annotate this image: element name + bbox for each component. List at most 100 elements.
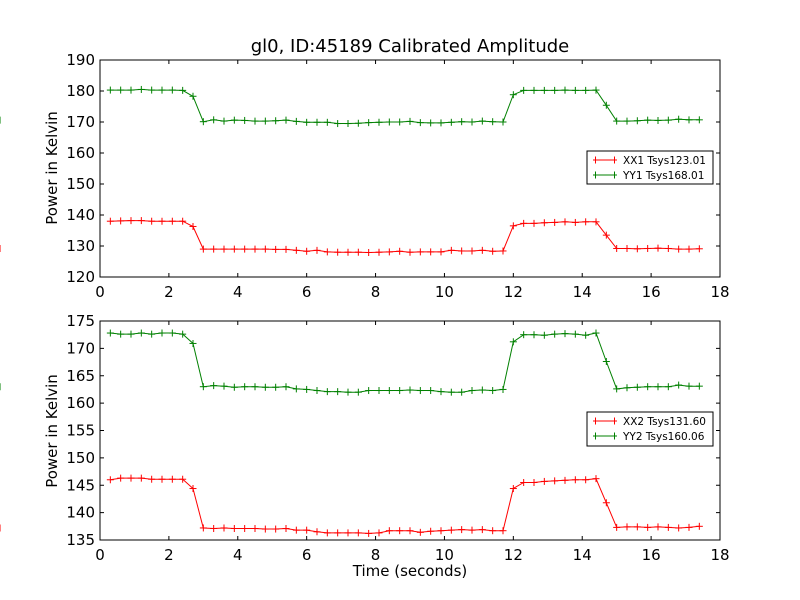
bottom-series-1-point: [292, 526, 300, 534]
bottom-series-1-point: [540, 477, 548, 485]
top-series-1-point: [551, 218, 559, 226]
bottom-series-2-point: [241, 383, 249, 391]
top-series-2-point: [427, 119, 435, 127]
bottom-series-1-point: [230, 525, 238, 533]
bottom-x-tick-label: 6: [302, 546, 312, 564]
top-x-tick-label: 6: [302, 283, 312, 301]
bottom-series-2-point: [220, 382, 228, 390]
top-series-1-point: [695, 245, 703, 253]
bottom-series-1-point: [623, 523, 631, 531]
bottom-series-2-point: [582, 331, 590, 339]
bottom-series-1-point: [675, 524, 683, 532]
top-series-2-point: [137, 85, 145, 93]
bottom-series-2-point: [675, 381, 683, 389]
top-series-2-point: [509, 91, 517, 99]
bottom-y-tick-label: 140: [66, 504, 95, 522]
bottom-series-2-point: [168, 329, 176, 337]
top-series-2-point: [644, 116, 652, 124]
bottom-x-tick-label: 16: [642, 546, 661, 564]
top-series-1-point: [199, 245, 207, 253]
top-series-1-point: [592, 218, 600, 226]
bottom-series-2-point: [375, 387, 383, 395]
bottom-series-2-point: [179, 330, 187, 338]
top-series-1-point: [458, 247, 466, 255]
top-series-2-point: [385, 118, 393, 126]
top-series-1-point: [602, 231, 610, 239]
top-x-tick-label: 14: [573, 283, 592, 301]
top-series-2-point: [251, 117, 259, 125]
top-x-tick-label: 12: [504, 283, 523, 301]
bottom-series-1-point: [106, 476, 114, 484]
bottom-series-2-point: [644, 383, 652, 391]
top-series-2-point: [282, 116, 290, 124]
top-x-tick-label: 4: [233, 283, 243, 301]
bottom-axis-ticks: 0 2 4 6 8 10 12 14 16 18 135 140 145 150 155 160 165 170 1…: [66, 312, 729, 564]
top-series-1-point: [261, 245, 269, 253]
top-series-2-point: [406, 117, 414, 125]
bottom-series-1-point: [602, 499, 610, 507]
top-series-2-point: [354, 119, 362, 127]
top-series-2-point: [613, 117, 621, 125]
top-series-1-point: [499, 247, 507, 255]
top-series-1-point: [675, 245, 683, 253]
top-series-1-point: [571, 218, 579, 226]
bottom-series-1-point: [447, 526, 455, 534]
top-y-tick-label: 170: [66, 113, 95, 131]
bottom-series-2-point: [261, 383, 269, 391]
bottom-series-2-point: [509, 338, 517, 346]
bottom-series-1-point: [282, 525, 290, 533]
bottom-x-tick-label: 14: [573, 546, 592, 564]
bottom-series-2-point: [458, 388, 466, 396]
bottom-series-1-point: [592, 475, 600, 483]
top-series-1-point: [220, 245, 228, 253]
bottom-legend-label-1: XX2 Tsys131.60: [623, 416, 706, 428]
bottom-series-2-point: [447, 388, 455, 396]
bottom-series-1-point: [489, 527, 497, 535]
bottom-series-1-point: [561, 476, 569, 484]
bottom-series-2-point: [210, 382, 218, 390]
top-series-1-point: [323, 248, 331, 256]
bottom-series-1-point: [664, 523, 672, 531]
bottom-series-1-point: [520, 479, 528, 487]
top-series-2-point: [179, 86, 187, 94]
top-series-2-point: [292, 117, 300, 125]
top-series-1-point: [210, 245, 218, 253]
bottom-series-2-point: [354, 388, 362, 396]
bottom-y-axis-label: Power in Kelvin: [43, 374, 61, 488]
bottom-series-2-point: [313, 387, 321, 395]
bottom-series-2-point: [489, 387, 497, 395]
bottom-series-2-point: [199, 383, 207, 391]
top-series-2-point: [303, 118, 311, 126]
bottom-series-2-point: [551, 330, 559, 338]
top-series-1-point: [241, 245, 249, 253]
top-series-1-point: [230, 245, 238, 253]
top-y-tick-label: 160: [66, 144, 95, 162]
top-series-2-point: [241, 116, 249, 124]
top-y-tick-label: 140: [66, 206, 95, 224]
bottom-series-2-point: [272, 383, 280, 391]
top-series-1-point: [468, 247, 476, 255]
top-series-2-point: [571, 86, 579, 94]
top-series-2-point: [127, 86, 135, 94]
bottom-series-line-2: [110, 332, 700, 393]
bottom-series-2-point: [406, 386, 414, 394]
top-series-2-point: [148, 86, 156, 94]
bottom-series-2-point: [602, 358, 610, 366]
top-series-2-point: [447, 118, 455, 126]
top-series-1-point: [644, 244, 652, 252]
bottom-series-1-point: [478, 526, 486, 534]
bottom-series-2-point: [416, 387, 424, 395]
top-x-tick-label: 0: [95, 283, 105, 301]
top-series-1-point: [365, 249, 373, 257]
top-series-1-point: [613, 244, 621, 252]
top-series-2-point: [540, 86, 548, 94]
top-series-2-point: [478, 117, 486, 125]
bottom-series-1-point: [137, 474, 145, 482]
top-series-2-point: [272, 117, 280, 125]
top-series-2-point: [623, 117, 631, 125]
top-series-2-point: [499, 118, 507, 126]
bottom-series-2-point: [189, 339, 197, 347]
top-series-2-point: [313, 118, 321, 126]
bottom-x-tick-label: 2: [164, 546, 174, 564]
top-series-2-point: [675, 115, 683, 123]
